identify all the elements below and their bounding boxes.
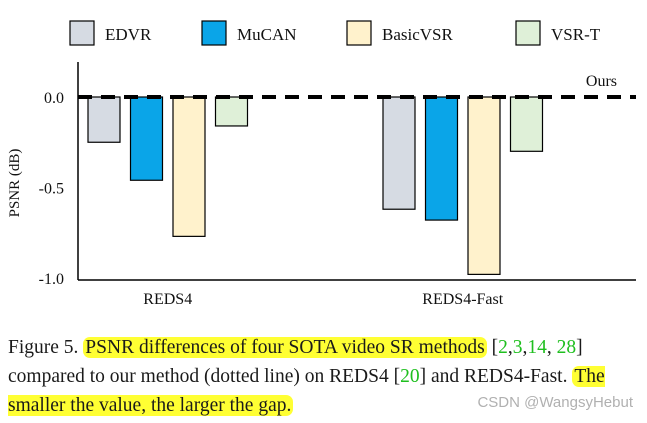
bar-edvr <box>382 96 416 210</box>
y-tick-label: -1.0 <box>39 271 64 288</box>
bar-edvr <box>87 96 121 143</box>
bar-vsr-t <box>509 96 544 152</box>
legend-label: EDVR <box>105 25 152 44</box>
bar-mucan <box>129 96 164 181</box>
x-tick-label: REDS4-Fast <box>422 291 503 308</box>
citation-link[interactable]: 14 <box>527 337 547 358</box>
caption-separator: , <box>546 337 557 358</box>
legend-label: BasicVSR <box>382 25 454 44</box>
figure-caption: Figure 5. PSNR differences of four SOTA … <box>8 333 640 420</box>
citation-link[interactable]: 20 <box>400 366 420 387</box>
reference-label: Ours <box>586 73 617 90</box>
bar-vsr-t <box>214 96 249 127</box>
caption-separator: , <box>522 337 528 358</box>
legend-swatch <box>346 20 372 46</box>
y-tick-label: 0.0 <box>44 90 64 107</box>
citation-link[interactable]: 28 <box>556 337 577 358</box>
legend-swatch <box>69 20 95 46</box>
legend-label: VSR-T <box>551 25 601 44</box>
caption-separator: , <box>507 337 513 358</box>
caption-prefix: Figure 5. <box>8 337 84 358</box>
y-tick-label: -0.5 <box>39 181 64 198</box>
citation-link[interactable]: 2 <box>498 337 508 358</box>
bar-basicvsr <box>172 96 206 237</box>
caption-text-2: ] compared to our method (dotted line) o… <box>8 337 583 387</box>
bar-basicvsr <box>467 96 501 275</box>
y-axis-label: PSNR (dB) <box>7 149 23 218</box>
caption-highlight-1: PSNR differences of four SOTA video SR m… <box>83 337 487 358</box>
legend-label: MuCAN <box>237 25 297 44</box>
bar-mucan <box>424 96 459 221</box>
legend-swatch <box>515 20 541 46</box>
watermark: CSDN @WangsyHebut <box>477 394 633 411</box>
bar-chart: 0.0 -0.5 -1.0 PSNR (dB) REDS4 REDS4-Fast Ours E… <box>7 20 636 308</box>
citation-link[interactable]: 3 <box>512 337 523 358</box>
caption-text-3: ] and REDS4-Fast. <box>419 366 573 387</box>
legend-swatch <box>201 20 227 46</box>
x-tick-label: REDS4 <box>143 291 192 308</box>
caption-text-1: [ <box>486 337 499 358</box>
